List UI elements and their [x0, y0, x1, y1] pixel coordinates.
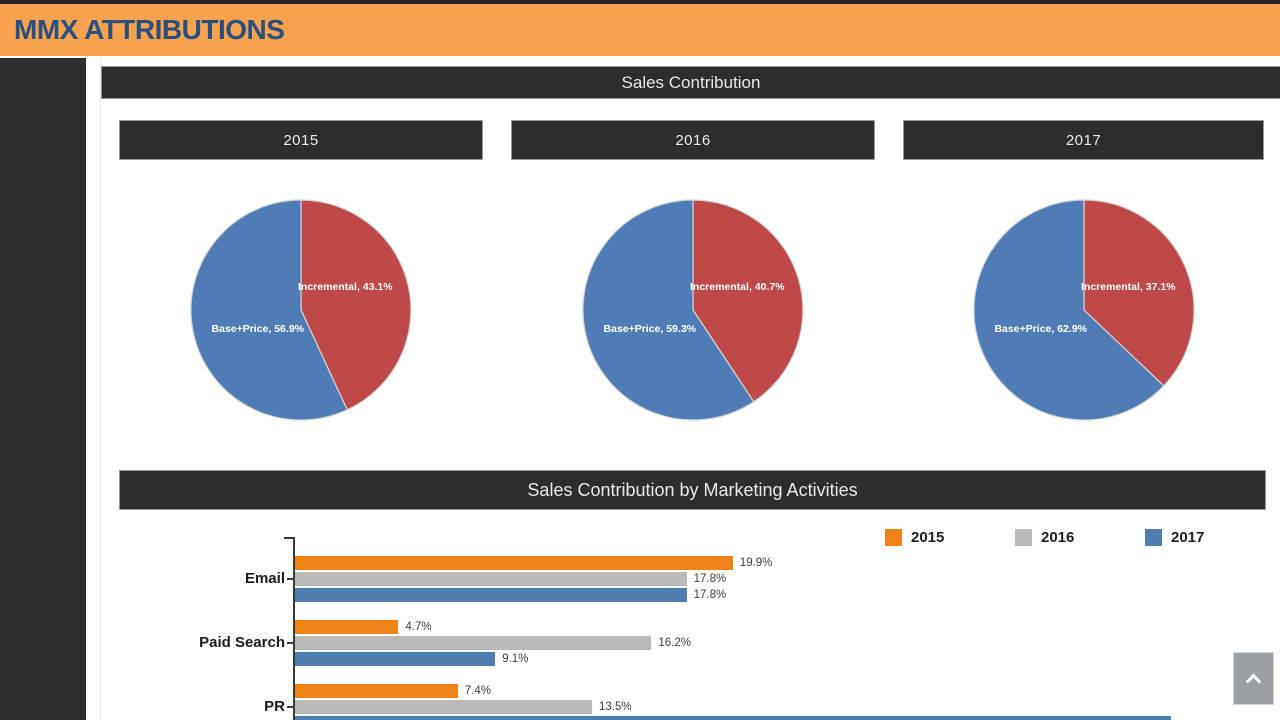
bar-value-label: 7.4%	[464, 685, 492, 697]
section-title: Sales Contribution by Marketing Activiti…	[527, 479, 858, 500]
chevron-up-icon	[1245, 673, 1262, 690]
panel-header-2017: 2017	[903, 120, 1264, 160]
bar-pr-2017[interactable]	[295, 716, 1171, 720]
pie-panel-2015: 2015 Incremental, 43.1% Base+Price, 56.9%	[119, 120, 483, 460]
section-title: Sales Contribution	[621, 72, 761, 92]
category-label-pr: PR	[264, 698, 285, 715]
y-axis	[293, 537, 295, 720]
legend-item-2016[interactable]: 2016	[1015, 528, 1074, 546]
pie-panels-row: 2015 Incremental, 43.1% Base+Price, 56.9%…	[119, 120, 1264, 460]
bar-email-2015[interactable]	[295, 556, 733, 570]
pie-slice-base-price[interactable]	[582, 199, 755, 421]
panel-header-2015: 2015	[119, 120, 483, 160]
legend-item-2015[interactable]: 2015	[885, 528, 944, 546]
bar-email-2017[interactable]	[295, 588, 687, 602]
bar-value-label: 19.9%	[739, 557, 773, 569]
category-label-paid-search: Paid Search	[199, 634, 285, 651]
section-header-sales-contribution: Sales Contribution	[101, 66, 1280, 99]
bar-paid-search-2016[interactable]	[295, 636, 651, 650]
pie-slice-base-price[interactable]	[190, 199, 348, 421]
app-header: MMX ATTRIBUTIONS	[0, 4, 1280, 56]
scroll-to-top-button[interactable]	[1233, 652, 1274, 705]
panel-body-2017: Incremental, 37.1% Base+Price, 62.9%	[903, 160, 1264, 460]
pie-slice-base-price[interactable]	[972, 199, 1165, 421]
bar-chart: Email 19.9% 17.8% 17.8% Paid Search 4.7% 16.2%…	[101, 537, 1280, 720]
bar-value-label: 16.2%	[658, 637, 691, 649]
pie-chart-2017[interactable]: Incremental, 37.1% Base+Price, 62.9%	[934, 160, 1234, 460]
section-header-by-marketing: Sales Contribution by Marketing Activiti…	[119, 470, 1266, 510]
pie-data-label-incremental: Incremental, 43.1%	[298, 281, 393, 293]
legend-swatch-2016	[1015, 528, 1032, 546]
bar-value-label: 4.7%	[405, 621, 432, 633]
panel-year-label: 2015	[283, 131, 319, 149]
page-title: MMX ATTRIBUTIONS	[14, 14, 285, 45]
legend-label: 2015	[911, 528, 945, 546]
pie-panel-2016: 2016 Incremental, 40.7% Base+Price, 59.3%	[511, 120, 875, 460]
bar-value-label: 17.8%	[693, 573, 727, 585]
bar-value-label: 9.1%	[502, 653, 529, 665]
bar-pr-2016[interactable]	[295, 700, 592, 714]
bar-value-label: 13.5%	[599, 701, 632, 713]
panel-body-2015: Incremental, 43.1% Base+Price, 56.9%	[119, 160, 483, 460]
pie-slice-incremental[interactable]	[300, 199, 412, 411]
pie-data-label-incremental: Incremental, 37.1%	[1081, 281, 1176, 293]
panel-header-2016: 2016	[511, 120, 875, 160]
axis-tick	[287, 578, 294, 580]
pie-data-label-incremental: Incremental, 40.7%	[690, 281, 785, 293]
axis-tick	[287, 706, 294, 708]
pie-chart-2015[interactable]: Incremental, 43.1% Base+Price, 56.9%	[151, 160, 451, 460]
pie-data-label-base-price: Base+Price, 59.3%	[603, 323, 696, 335]
bar-value-label: 17.8%	[693, 589, 727, 601]
bar-email-2016[interactable]	[295, 572, 687, 586]
pie-panel-2017: 2017 Incremental, 37.1% Base+Price, 62.9%	[903, 120, 1264, 460]
legend-swatch-2017	[1145, 528, 1162, 546]
panel-year-label: 2016	[675, 131, 711, 149]
pie-slice-incremental[interactable]	[1082, 199, 1195, 387]
legend-label: 2016	[1041, 528, 1075, 546]
bar-paid-search-2015[interactable]	[295, 620, 398, 634]
pie-data-label-base-price: Base+Price, 62.9%	[994, 323, 1087, 335]
main-content: Sales Contribution 2015 Incremental, 43.…	[100, 57, 1280, 720]
top-strip	[0, 0, 1280, 4]
axis-tick	[287, 642, 294, 644]
legend-swatch-2015	[885, 528, 902, 546]
y-axis-cap	[284, 537, 295, 539]
pie-chart-2016[interactable]: Incremental, 40.7% Base+Price, 59.3%	[543, 160, 843, 460]
legend-label: 2017	[1171, 528, 1205, 546]
category-label-email: Email	[244, 570, 285, 587]
bar-paid-search-2017[interactable]	[295, 652, 495, 666]
panel-year-label: 2017	[1065, 131, 1102, 149]
legend-item-2017[interactable]: 2017	[1145, 528, 1204, 546]
bar-pr-2015[interactable]	[295, 684, 458, 698]
left-sidebar	[0, 58, 86, 720]
panel-body-2016: Incremental, 40.7% Base+Price, 59.3%	[511, 160, 875, 460]
pie-data-label-base-price: Base+Price, 56.9%	[211, 323, 304, 335]
